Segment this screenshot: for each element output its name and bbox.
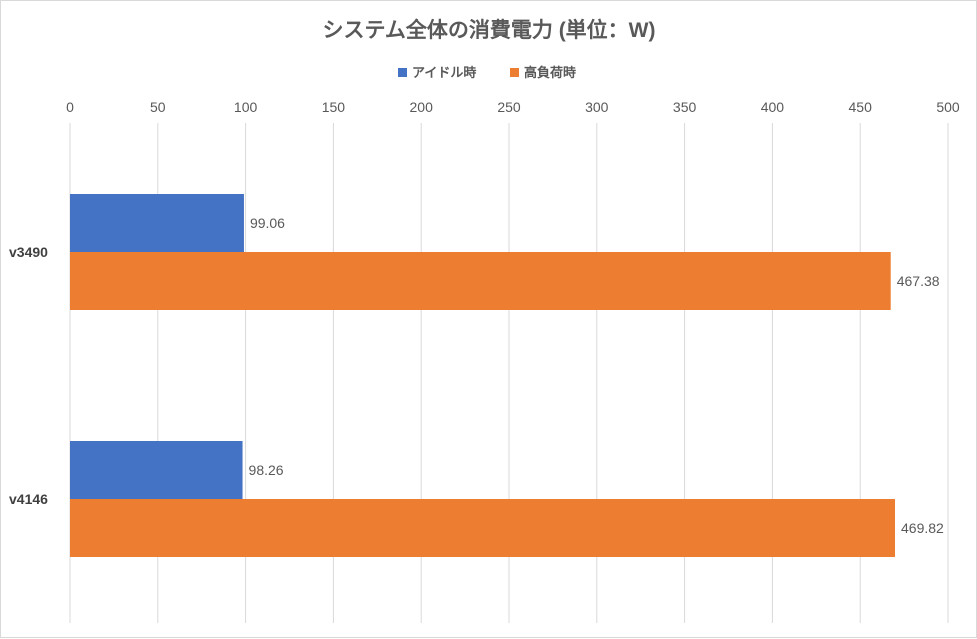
x-tick-label: 350: [673, 99, 697, 115]
x-tick-label: 400: [761, 99, 785, 115]
data-label: 467.38: [897, 273, 940, 289]
data-label: 98.26: [249, 462, 284, 478]
category-label: v3490: [9, 244, 48, 260]
bar: [70, 194, 244, 252]
legend-swatch-idle: [398, 68, 407, 77]
bar: [70, 252, 891, 310]
data-labels: 99.06 467.38 98.26 469.82: [249, 215, 944, 536]
x-tick-label: 200: [410, 99, 434, 115]
legend: アイドル時 高負荷時: [398, 65, 576, 80]
bars: [70, 194, 896, 557]
x-tick-label: 50: [150, 99, 166, 115]
category-label: v4146: [9, 491, 48, 507]
bar: [70, 499, 896, 557]
x-tick-label: 300: [585, 99, 609, 115]
category-labels: v3490 v4146: [9, 244, 48, 507]
bar: [70, 441, 243, 499]
legend-swatch-load: [510, 68, 519, 77]
x-tick-label: 500: [936, 99, 960, 115]
data-label: 469.82: [901, 520, 944, 536]
legend-label-load: 高負荷時: [524, 65, 576, 80]
x-tick-label: 250: [497, 99, 521, 115]
x-tick-label: 100: [234, 99, 258, 115]
x-tick-label: 150: [322, 99, 346, 115]
legend-label-idle: アイドル時: [412, 65, 476, 80]
x-tick-labels: 0 50 100 150 200 250 300 350 400 450 500: [66, 99, 960, 115]
chart-title: システム全体の消費電力 (単位：W): [322, 18, 655, 42]
x-tick-label: 450: [849, 99, 873, 115]
data-label: 99.06: [250, 215, 285, 231]
x-tick-label: 0: [66, 99, 74, 115]
